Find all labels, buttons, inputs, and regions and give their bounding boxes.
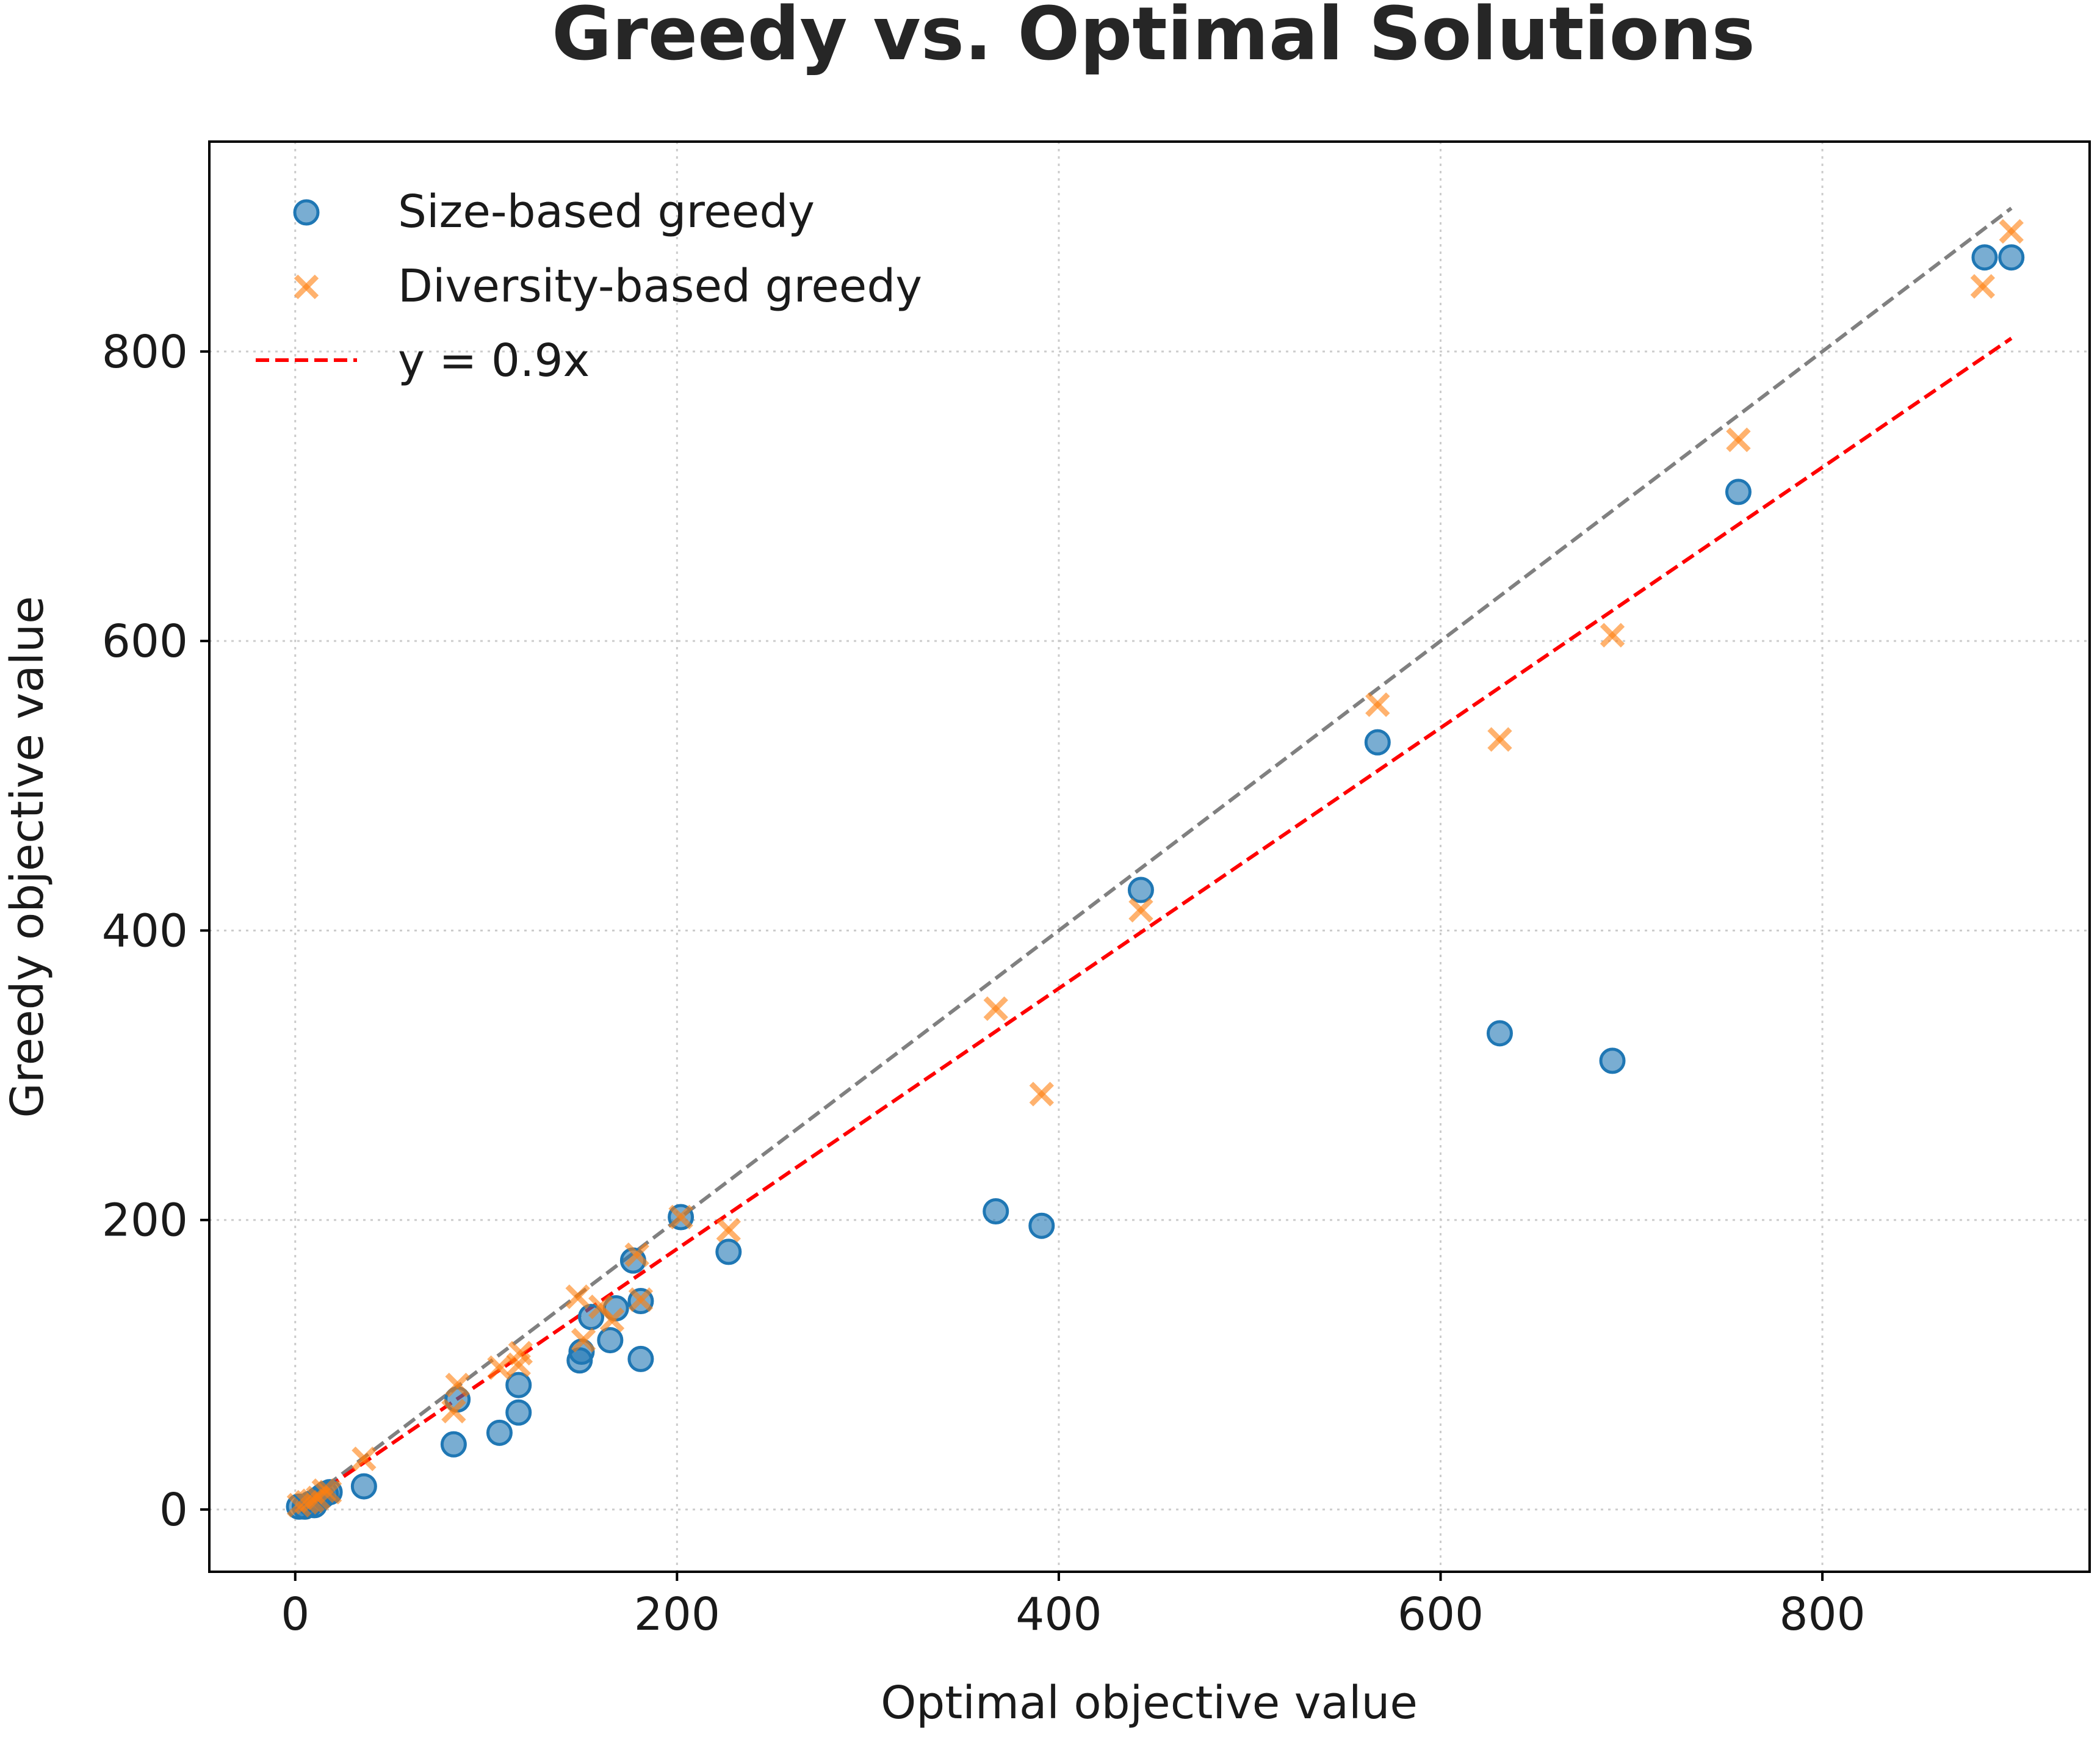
size-based-point <box>597 1327 624 1354</box>
x-marker-stroke <box>508 1340 533 1366</box>
y-tick-label: 0 <box>159 1484 188 1536</box>
diversity-based-point <box>599 1307 625 1332</box>
size-based-point <box>1127 877 1154 903</box>
y-tick-label: 400 <box>102 905 188 957</box>
x-marker-stroke <box>352 1446 377 1472</box>
diversity-based-point <box>1365 692 1390 717</box>
diversity-based-point <box>1970 273 1996 299</box>
x-tick-label: 200 <box>634 1588 720 1641</box>
diversity-based-point <box>1029 1082 1054 1107</box>
size-based-point <box>715 1238 742 1265</box>
x-marker-stroke <box>668 1204 693 1230</box>
reference-line-identity <box>294 206 2013 1511</box>
diversity-based-point <box>716 1218 741 1243</box>
axis-ticks: 0 200 400 600 800 0 200 400 600 800 <box>102 326 1866 1641</box>
diversity-based-point <box>352 1446 377 1472</box>
size-based-point <box>1971 244 1998 271</box>
x-marker-stroke <box>571 1328 596 1353</box>
x-tick-label: 600 <box>1398 1588 1484 1641</box>
x-tick-label: 400 <box>1016 1588 1102 1641</box>
size-based-point <box>1599 1047 1626 1074</box>
size-based-point <box>983 1198 1009 1225</box>
size-based-point <box>505 1399 532 1426</box>
x-marker-stroke <box>1970 273 1996 299</box>
x-marker-stroke <box>1726 427 1751 452</box>
diversity-based-point <box>628 1287 654 1312</box>
plot-area-frame <box>208 140 2091 1573</box>
diversity-based-point <box>668 1204 693 1230</box>
x-tick-label: 800 <box>1779 1588 1865 1641</box>
x-marker-stroke <box>983 996 1008 1021</box>
x-marker-stroke <box>628 1287 654 1312</box>
diversity-based-point <box>565 1284 590 1309</box>
size-based-point <box>1998 244 2025 271</box>
x-marker-stroke <box>565 1284 590 1309</box>
diversity-based-point <box>445 1372 470 1398</box>
size-based-point <box>440 1431 467 1458</box>
reference-lines <box>294 206 2013 1511</box>
x-marker-stroke <box>441 1398 466 1423</box>
diversity-based-point <box>1726 427 1751 452</box>
x-marker-stroke <box>624 1242 649 1267</box>
legend-circle-marker <box>293 199 320 226</box>
diversity-based-point <box>508 1340 533 1366</box>
diversity-based-point <box>1999 219 2024 244</box>
legend-marker-diversity-based <box>294 274 319 300</box>
y-axis-label: Greedy objective value <box>1 596 54 1118</box>
size-based-point <box>486 1419 513 1446</box>
x-marker-stroke <box>1999 219 2024 244</box>
x-marker-stroke <box>1365 692 1390 717</box>
x-marker-stroke <box>1128 898 1153 923</box>
diversity-based-point <box>311 1478 336 1503</box>
y-tick-label: 800 <box>102 326 188 378</box>
diversity-based-point <box>1600 623 1625 648</box>
diversity-based-point <box>624 1242 649 1267</box>
legend-label-diversity-based: Diversity-based greedy <box>398 260 922 313</box>
x-marker-stroke <box>294 274 319 300</box>
reference-line-0.9x <box>294 336 2013 1511</box>
size-based-point <box>1028 1212 1055 1239</box>
diversity-based-point <box>571 1328 596 1353</box>
x-marker-stroke <box>445 1372 470 1398</box>
diversity-based-point <box>983 996 1008 1021</box>
chart-title: Greedy vs. Optimal Solutions <box>552 0 1755 77</box>
legend-label-size-based: Size-based greedy <box>398 186 815 238</box>
diversity-based-point <box>317 1480 342 1505</box>
size-based-point <box>505 1372 532 1398</box>
x-marker-stroke <box>1600 623 1625 648</box>
legend-marker-size-based <box>293 199 320 226</box>
size-based-point <box>1486 1020 1513 1047</box>
data-points <box>286 219 2025 1520</box>
size-based-point <box>350 1473 377 1500</box>
diversity-based-point <box>487 1355 512 1380</box>
y-tick-label: 200 <box>102 1195 188 1247</box>
diversity-based-point <box>1128 898 1153 923</box>
x-marker-stroke <box>311 1478 336 1503</box>
y-tick-label: 600 <box>102 615 188 668</box>
x-marker-stroke <box>588 1294 613 1320</box>
legend-label-reference-line: y = 0.9x <box>398 334 590 387</box>
x-marker-stroke <box>1029 1082 1054 1107</box>
x-marker-stroke <box>487 1355 512 1380</box>
diversity-based-point <box>441 1398 466 1423</box>
size-based-point <box>1364 729 1391 756</box>
x-marker-stroke <box>599 1307 625 1332</box>
diversity-based-point <box>1487 727 1512 752</box>
x-marker-stroke <box>1487 727 1512 752</box>
size-based-point <box>1725 479 1752 505</box>
x-marker-stroke <box>317 1480 342 1505</box>
legend: Size-based greedy Diversity-based greedy… <box>256 186 922 387</box>
legend-x-marker <box>294 274 319 300</box>
x-tick-label: 0 <box>281 1588 309 1641</box>
x-axis-label: Optimal objective value <box>881 1677 1418 1729</box>
x-marker-stroke <box>716 1218 741 1243</box>
size-based-point <box>627 1345 654 1372</box>
